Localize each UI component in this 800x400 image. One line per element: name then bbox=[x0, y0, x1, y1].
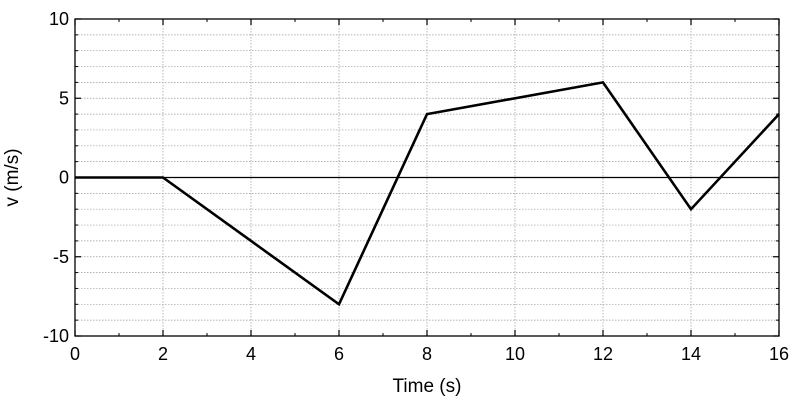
series-line-velocity bbox=[75, 80, 780, 307]
x-tick-label: 4 bbox=[246, 344, 256, 364]
x-axis-label: Time (s) bbox=[393, 376, 462, 397]
y-tick-label: -10 bbox=[43, 326, 69, 346]
x-tick-label: 16 bbox=[769, 344, 789, 364]
x-tick-label: 12 bbox=[593, 344, 613, 364]
tick-labels: 0 2 4 6 8 10 12 14 16 -10 -5 0 5 10 bbox=[43, 9, 789, 364]
grid bbox=[75, 19, 779, 336]
y-tick-label: -5 bbox=[53, 247, 69, 267]
axis-ticks bbox=[74, 18, 780, 337]
x-tick-label: 0 bbox=[70, 344, 80, 364]
y-tick-label: 0 bbox=[59, 168, 69, 188]
x-tick-label: 8 bbox=[422, 344, 432, 364]
x-tick-label: 10 bbox=[505, 344, 525, 364]
x-tick-label: 2 bbox=[158, 344, 168, 364]
x-tick-label: 14 bbox=[681, 344, 701, 364]
x-tick-label: 6 bbox=[334, 344, 344, 364]
y-tick-label: 5 bbox=[59, 88, 69, 108]
y-tick-label: 10 bbox=[49, 9, 69, 29]
y-axis-label: v (m/s) bbox=[2, 148, 23, 206]
